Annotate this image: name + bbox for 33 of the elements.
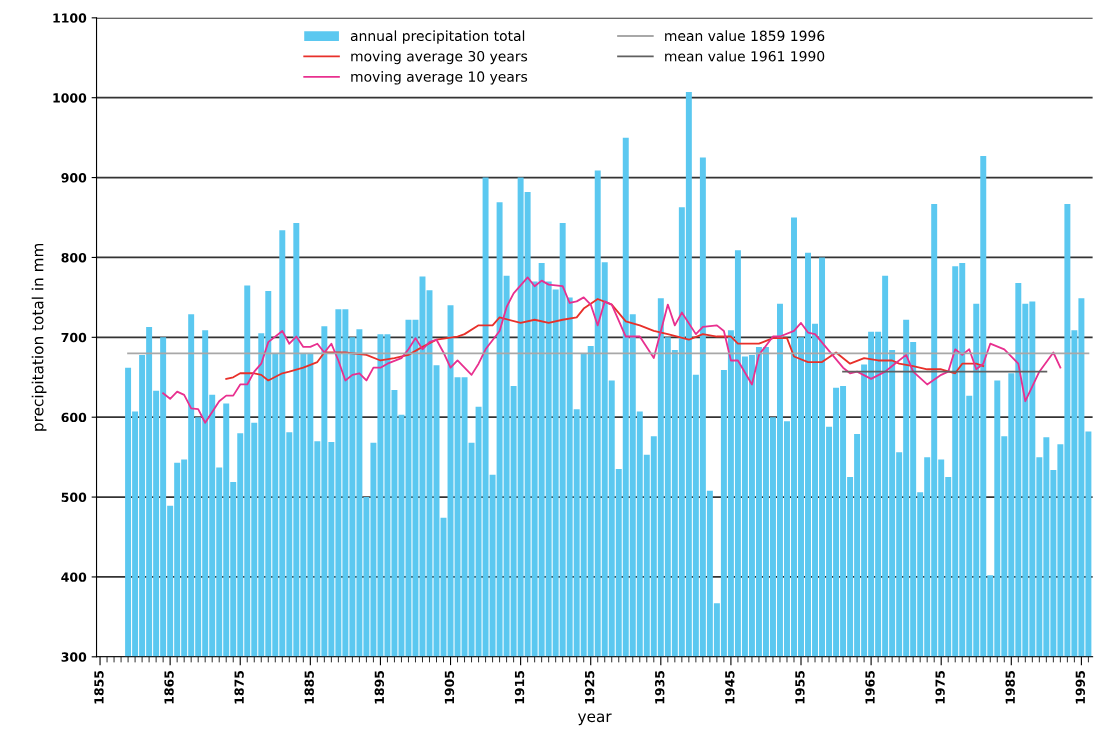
x-tick-label: 1935 xyxy=(654,670,665,704)
legend-label: moving average 10 years xyxy=(351,71,528,85)
x-tick-label: 1965 xyxy=(865,670,875,704)
x-tick-label: 1955 xyxy=(795,670,805,704)
x-tick-label: 1975 xyxy=(935,670,945,704)
x-tick-label: 1875 xyxy=(234,670,244,704)
x-tick-label: 1995 xyxy=(1075,670,1086,704)
x-tick-label: 1915 xyxy=(514,670,525,704)
x-tick-label: 1905 xyxy=(444,670,455,704)
legend-label: annual precipitation total xyxy=(350,30,525,44)
x-tick-label: 1865 xyxy=(164,670,174,704)
y-tick-label: 300 xyxy=(61,652,87,662)
y-tick-label: 600 xyxy=(61,412,87,423)
x-tick-label: 1885 xyxy=(304,670,314,704)
x-axis-title: year xyxy=(577,713,612,726)
y-tick-label: 500 xyxy=(61,492,87,502)
y-tick-label: 1100 xyxy=(53,13,87,23)
x-tick-label: 1985 xyxy=(1005,670,1015,704)
legend-label: moving average 30 years xyxy=(351,50,528,65)
line-series xyxy=(162,276,1062,424)
y-tick-label: 800 xyxy=(61,252,87,263)
y-tick-label: 400 xyxy=(61,572,87,582)
x-tick-label: 1945 xyxy=(725,670,735,704)
x-tick-label: 1895 xyxy=(374,670,385,704)
y-tick-label: 900 xyxy=(61,173,87,183)
y-tick-label: 700 xyxy=(61,332,87,343)
y-tick-label: 1000 xyxy=(53,93,87,103)
x-tick-label: 1855 xyxy=(94,670,104,704)
x-tick-label: 1925 xyxy=(584,670,595,704)
y-axis-title: precipitation total in mm xyxy=(31,243,47,431)
legend-label: mean value 1859 1996 xyxy=(665,30,825,42)
legend-label: mean value 1961 1990 xyxy=(665,50,825,62)
line-series xyxy=(225,298,985,382)
